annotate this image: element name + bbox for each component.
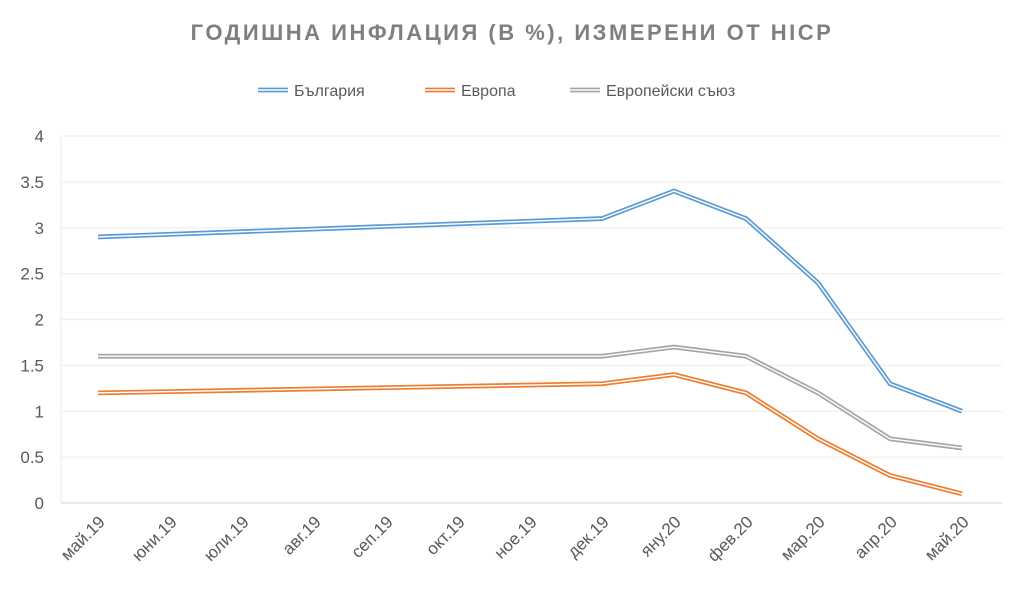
legend-label: България [294,83,365,100]
y-tick-label: 2.5 [20,265,44,284]
x-tick-label: авг.19 [279,512,325,558]
x-tick-label: сеп.19 [347,512,396,561]
x-tick-label: окт.19 [422,512,468,558]
y-tick-label: 1 [35,402,44,421]
legend-label: Европа [461,83,516,100]
legend-label: Европейски съюз [606,83,735,100]
series-line-gap-2 [98,346,963,449]
x-tick-label: яну.20 [637,512,685,560]
y-tick-label: 3.5 [20,173,44,192]
x-tick-label: юни.19 [128,512,181,565]
chart-title: ГОДИШНА ИНФЛАЦИЯ (В %), ИЗМЕРЕНИ ОТ HICP [190,20,834,45]
y-tick-label: 1.5 [20,356,44,375]
series-line-0 [97,188,963,414]
x-tick-label: фев.20 [704,512,757,565]
x-tick-label: май.19 [57,512,109,564]
x-tick-label: май.20 [921,512,973,564]
y-tick-label: 0 [35,494,44,513]
y-tick-label: 0.5 [20,448,44,467]
y-tick-label: 4 [35,127,44,146]
x-tick-label: ное.19 [491,512,541,562]
y-tick-label: 3 [35,219,44,238]
x-tick-label: апр.20 [851,512,901,562]
y-tick-label: 2 [35,311,44,330]
series-line-1 [97,372,963,497]
x-tick-label: дек.19 [564,512,613,561]
x-tick-label: юли.19 [200,512,253,565]
x-tick-label: мар.20 [777,512,829,564]
series-line-gap-0 [97,190,963,412]
series-line-2 [98,344,963,451]
series-line-gap-1 [97,373,963,495]
